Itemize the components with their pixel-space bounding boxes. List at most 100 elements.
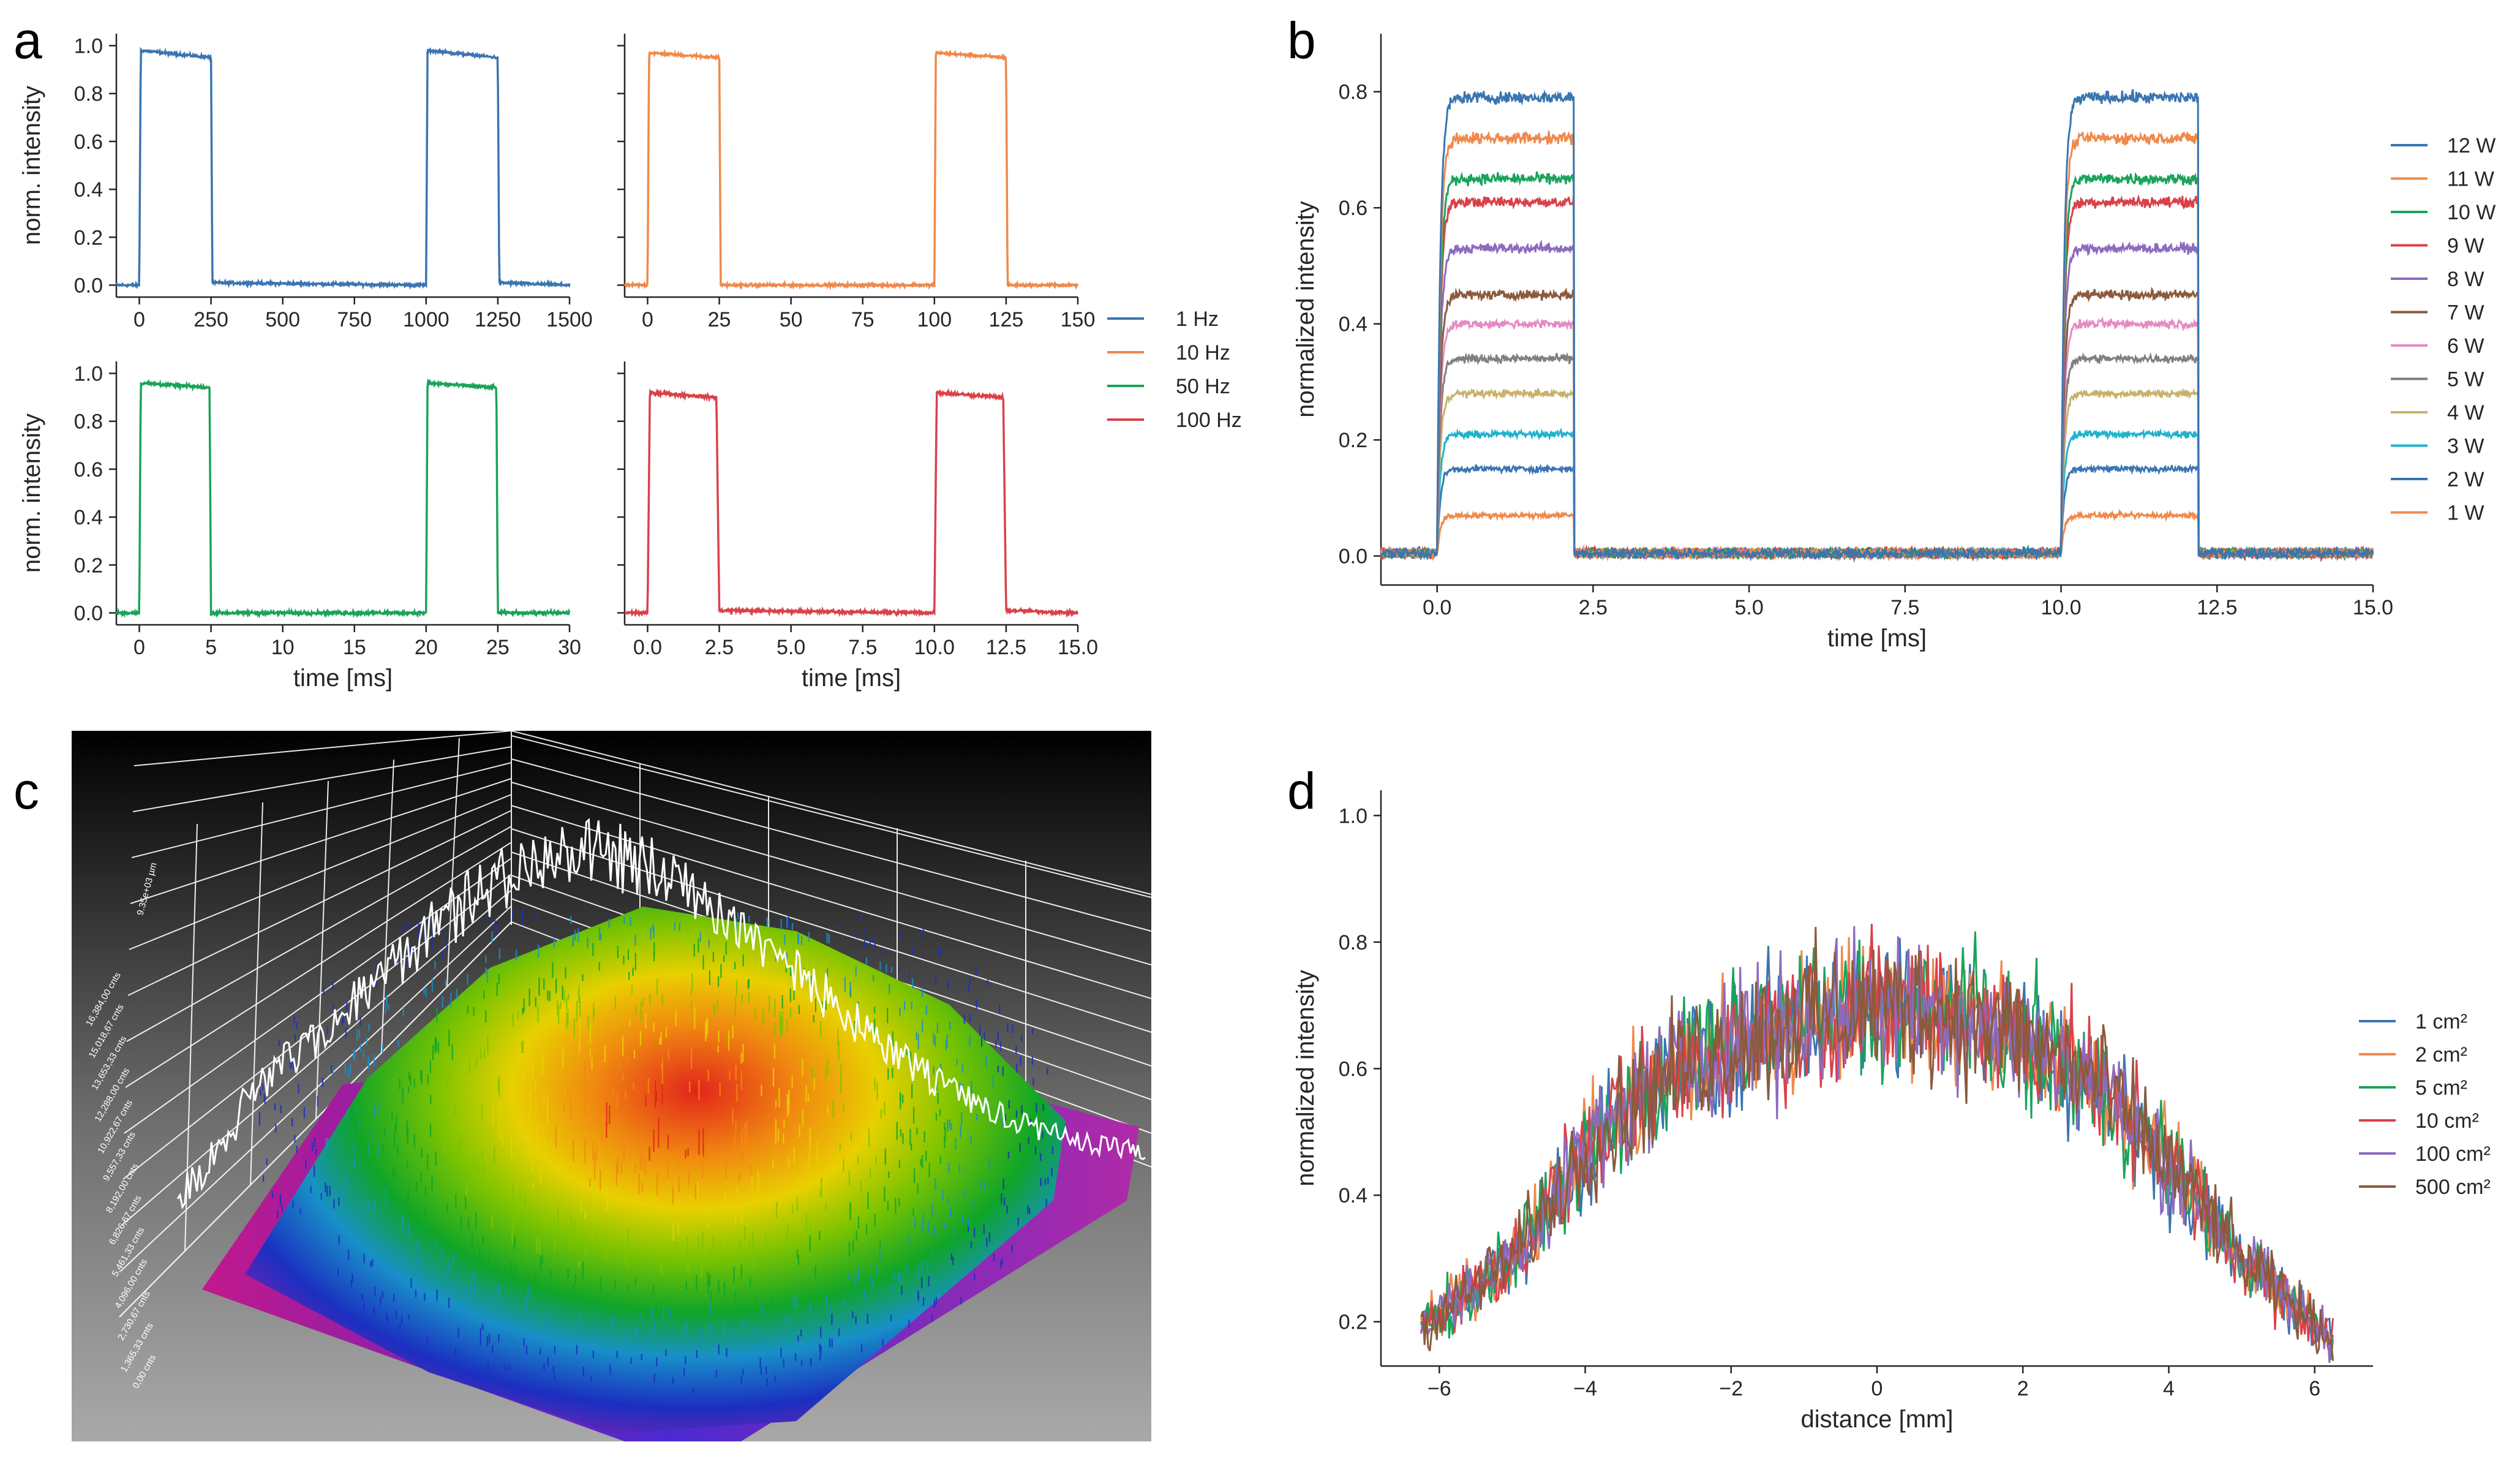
legend-entry: 50 Hz (1176, 375, 1230, 398)
panel-letter-a: a (13, 12, 42, 69)
x-tick-label: 0 (134, 308, 145, 331)
x-tick-label: 15.0 (1058, 636, 1098, 659)
legend-entry: 100 cm² (2415, 1142, 2491, 1166)
y-tick-label: 1.0 (74, 35, 103, 58)
grid-line (126, 826, 512, 1042)
x-tick-label: 0 (1871, 1377, 1883, 1400)
y-tick-label: 0.6 (1339, 197, 1367, 220)
y-tick-label: 0.6 (1339, 1058, 1367, 1081)
series-line-100-Hz (624, 388, 1078, 618)
series-line-50-Hz (115, 378, 571, 619)
x-tick-label: 25 (486, 636, 510, 659)
legend-entry: 9 W (2447, 235, 2484, 258)
x-tick-label: 5 (205, 636, 217, 659)
y-tick-label: 0.4 (74, 178, 103, 202)
x-tick-label: 0 (642, 308, 653, 331)
y-tick-label: 0.4 (74, 506, 103, 529)
series-line-2-W (1380, 463, 2374, 563)
series-line-5-W (1380, 352, 2374, 561)
legend-entry: 4 W (2447, 401, 2484, 425)
x-tick-label: 15.0 (2353, 596, 2393, 619)
legend-entry: 10 W (2447, 201, 2496, 224)
panel-letter-b: b (1287, 12, 1316, 69)
x-tick-label: 150 (1061, 308, 1096, 331)
x-tick-label: 25 (708, 308, 731, 331)
legend-entry: 5 W (2447, 368, 2484, 391)
x-tick-label: 750 (337, 308, 372, 331)
legend-entry: 5 cm² (2415, 1076, 2467, 1100)
surface-profile-trace (176, 818, 1146, 1210)
grid-line (130, 778, 512, 904)
y-tick-label: 1.0 (74, 363, 103, 386)
legend-entry: 6 W (2447, 334, 2484, 358)
grid-edge (511, 731, 1151, 895)
grid-line (250, 802, 263, 1185)
legend-entry: 1 cm² (2415, 1010, 2467, 1033)
x-tick-label: 10.0 (2040, 596, 2081, 619)
legend-entry: 2 W (2447, 468, 2484, 491)
legend-entry: 100 Hz (1176, 409, 1242, 432)
series-line-10-W (1380, 172, 2374, 562)
x-tick-label: 1500 (546, 308, 593, 331)
grid-line (122, 874, 512, 1180)
y-axis-label: norm. intensity (18, 86, 45, 245)
grid-line (124, 858, 512, 1134)
x-tick-label: 20 (415, 636, 438, 659)
legend-entry: 500 cm² (2415, 1176, 2491, 1199)
x-tick-label: 10.0 (914, 636, 955, 659)
y-tick-label: 0.0 (74, 274, 103, 297)
y-tick-label: 0.2 (74, 554, 103, 577)
series-line-11-W (1380, 130, 2374, 562)
series-line-500-cm2 (1420, 927, 2334, 1361)
x-tick-label: 30 (558, 636, 581, 659)
grid-line (127, 810, 512, 996)
y-tick-label: 0.4 (1339, 313, 1367, 336)
legend-entry: 10 cm² (2415, 1109, 2479, 1133)
legend-entry: 12 W (2447, 134, 2496, 157)
y-axis-label: normalized intensity (1292, 970, 1319, 1187)
panel-letter-d: d (1287, 762, 1316, 820)
legend-a: 1 Hz 10 Hz 50 Hz 100 Hz (1107, 308, 1242, 432)
x-tick-label: 12.5 (2197, 596, 2237, 619)
x-tick-label: 2 (2017, 1377, 2029, 1400)
x-tick-label: 5.0 (1734, 596, 1763, 619)
legend-entry: 3 W (2447, 435, 2484, 458)
x-tick-label: 7.5 (848, 636, 877, 659)
legend-entry: 11 W (2447, 168, 2494, 191)
y-tick-label: 0.0 (74, 602, 103, 625)
y-tick-label: 0.8 (1339, 81, 1367, 104)
chart-a2: 0 25 50 75 100 125 150 (617, 34, 1095, 331)
x-tick-label: 10 (271, 636, 295, 659)
x-tick-label: 15 (343, 636, 366, 659)
x-tick-label: 50 (780, 308, 803, 331)
legend-entry: 10 Hz (1176, 341, 1230, 364)
surface-body (245, 907, 1066, 1433)
x-tick-label: 75 (851, 308, 874, 331)
x-tick-label: 4 (2163, 1377, 2175, 1400)
y-axis-label: norm. intensity (18, 413, 45, 573)
series-line-12-W (1380, 89, 2374, 562)
x-axis-label: distance [mm] (1801, 1406, 1954, 1433)
grid-line (131, 762, 512, 858)
x-tick-label: 0.0 (633, 636, 662, 659)
grid-edge (119, 921, 512, 1318)
grid-line (125, 842, 512, 1088)
grid-line (315, 780, 329, 1119)
x-axis-label: time [ms] (802, 665, 901, 692)
grid-line (511, 805, 1151, 999)
y-tick-label: 0.8 (74, 83, 103, 106)
x-tick-label: 1250 (475, 308, 521, 331)
x-axis-label: time [ms] (1827, 625, 1927, 652)
grid-line (132, 746, 512, 812)
x-tick-label: 0 (134, 636, 145, 659)
y-tick-label: 0.2 (74, 226, 103, 249)
x-tick-label: −6 (1427, 1377, 1451, 1400)
legend-entry: 1 Hz (1176, 308, 1219, 331)
x-tick-label: 2.5 (705, 636, 734, 659)
y-tick-label: 1.0 (1339, 804, 1367, 828)
series-line-1-Hz (115, 47, 571, 290)
x-tick-label: 0.0 (1423, 596, 1451, 619)
chart-a1: 0 250 500 750 1000 1250 1500 0.0 0.2 0.4 0.6 0.8 1.0… (18, 34, 593, 331)
grid-line (134, 731, 512, 766)
